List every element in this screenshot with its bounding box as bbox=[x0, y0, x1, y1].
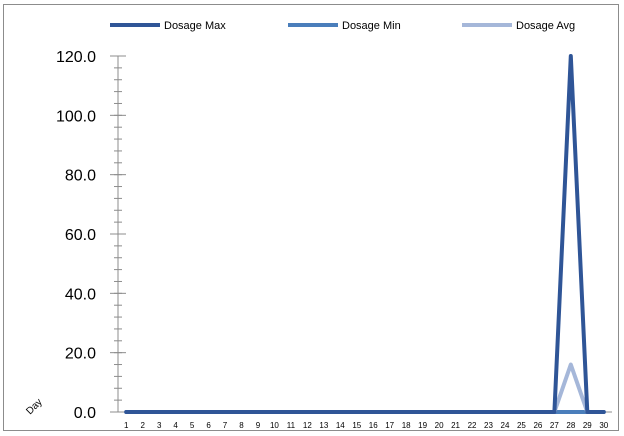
x-tick-label: 10 bbox=[270, 421, 279, 430]
series-line-dosage-max bbox=[124, 54, 606, 414]
legend-label: Dosage Max bbox=[164, 20, 226, 32]
chart-frame bbox=[3, 4, 619, 431]
x-tick-label: 23 bbox=[484, 421, 493, 430]
x-tick-label: 7 bbox=[223, 421, 228, 430]
x-tick-label: 14 bbox=[336, 421, 345, 430]
x-tick-label: 22 bbox=[468, 421, 477, 430]
x-tick-label: 29 bbox=[583, 421, 592, 430]
y-tick-label: 60.0 bbox=[65, 227, 96, 244]
x-tick-label: 12 bbox=[303, 421, 312, 430]
x-tick-label: 16 bbox=[369, 421, 378, 430]
x-tick-label: 26 bbox=[533, 421, 542, 430]
y-tick-label: 120.0 bbox=[56, 49, 96, 66]
x-tick-label: 27 bbox=[550, 421, 559, 430]
x-tick-label: 18 bbox=[402, 421, 411, 430]
x-tick-label: 2 bbox=[140, 421, 145, 430]
x-tick-label: 6 bbox=[206, 421, 211, 430]
y-tick-label: 0.0 bbox=[74, 405, 96, 422]
x-tick-label: 30 bbox=[599, 421, 608, 430]
x-tick-label: 20 bbox=[435, 421, 444, 430]
x-tick-label: 15 bbox=[352, 421, 361, 430]
x-tick-label: 19 bbox=[418, 421, 427, 430]
y-tick-label: 100.0 bbox=[56, 108, 96, 125]
x-tick-label: 1 bbox=[124, 421, 129, 430]
x-tick-label: 3 bbox=[157, 421, 162, 430]
x-tick-label: 17 bbox=[385, 421, 394, 430]
x-tick-label: 21 bbox=[451, 421, 460, 430]
y-tick-label: 80.0 bbox=[65, 168, 96, 185]
x-tick-label: 13 bbox=[319, 421, 328, 430]
series-line-dosage-avg bbox=[124, 362, 606, 414]
x-tick-label: 24 bbox=[501, 421, 510, 430]
legend-label: Dosage Avg bbox=[516, 20, 575, 32]
x-tick-label: 4 bbox=[173, 421, 178, 430]
x-axis-title: Day bbox=[24, 397, 44, 417]
y-tick-label: 40.0 bbox=[65, 286, 96, 303]
legend-label: Dosage Min bbox=[342, 20, 401, 32]
x-tick-label: 5 bbox=[190, 421, 195, 430]
y-tick-label: 20.0 bbox=[65, 346, 96, 363]
x-tick-label: 28 bbox=[566, 421, 575, 430]
x-tick-label: 8 bbox=[239, 421, 244, 430]
x-tick-label: 9 bbox=[256, 421, 261, 430]
x-tick-label: 11 bbox=[287, 421, 296, 430]
x-tick-label: 25 bbox=[517, 421, 526, 430]
